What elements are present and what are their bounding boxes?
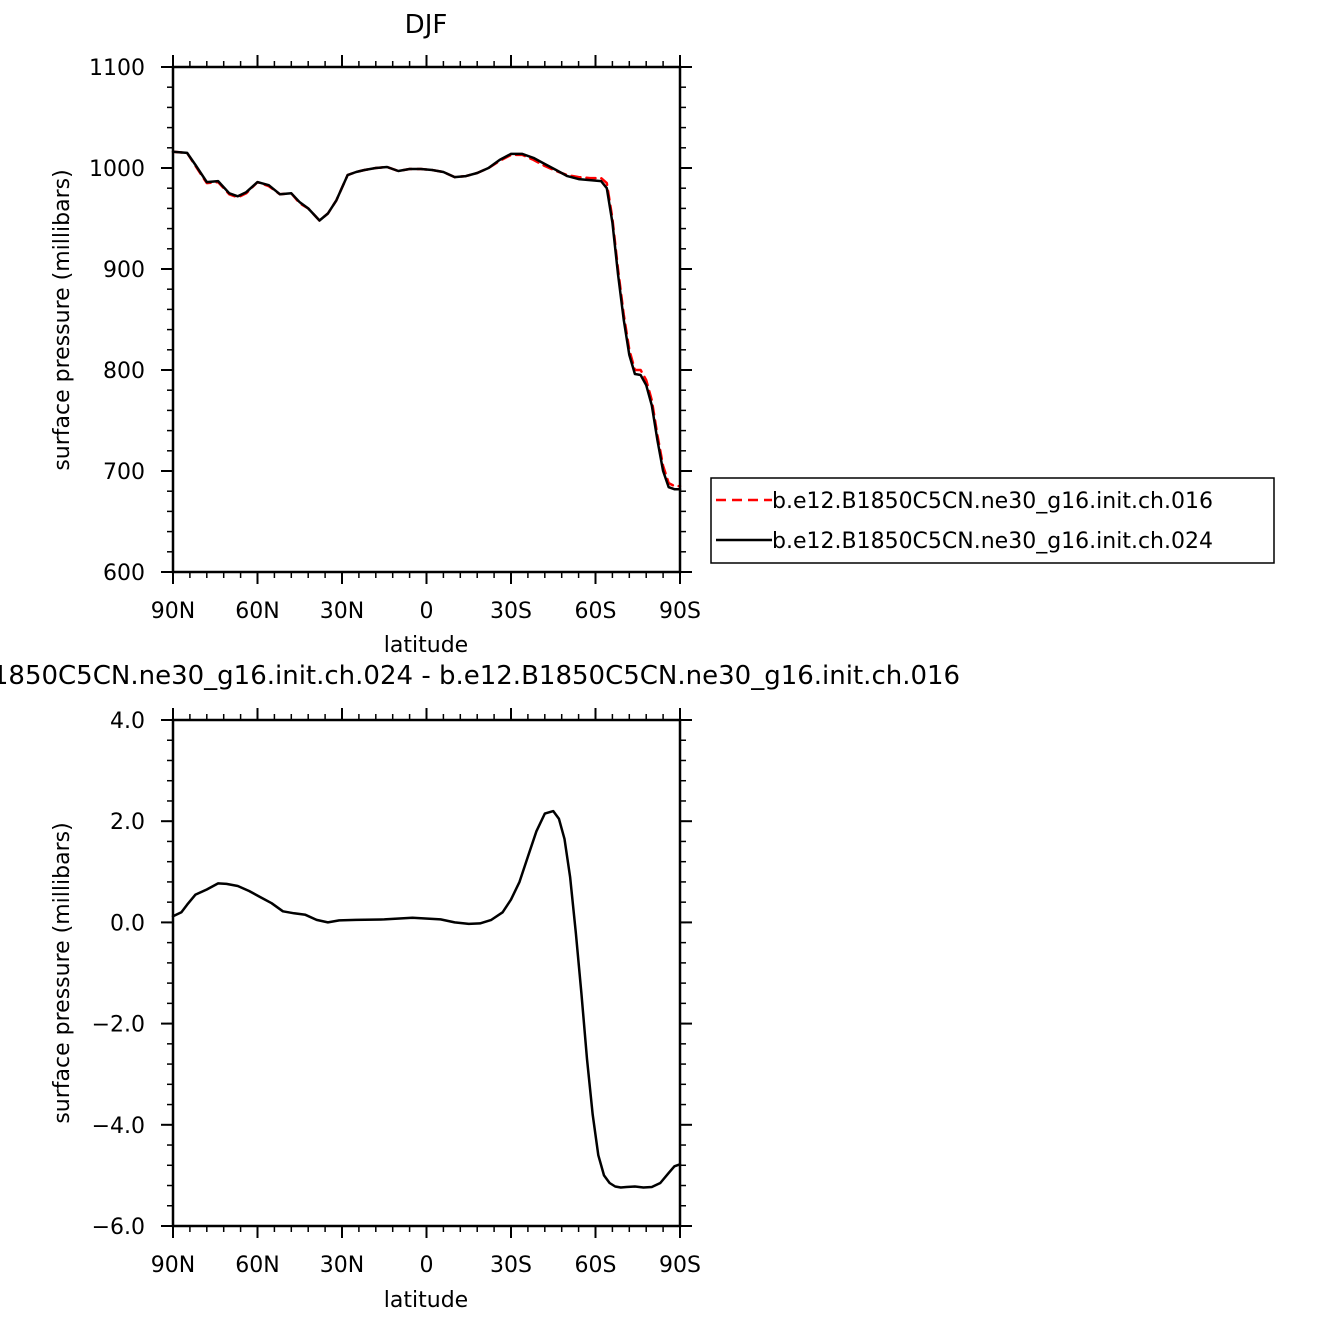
bottom-y-tick-label: −2.0 (92, 1013, 145, 1038)
top-x-tick-label: 30S (490, 599, 532, 624)
bottom-y-tick-label: 0.0 (110, 911, 145, 936)
top-y-tick-label: 1000 (89, 157, 145, 182)
legend: b.e12.B1850C5CN.ne30_g16.init.ch.016 b.e… (710, 477, 1275, 564)
bottom-plot: b.e12.B1850C5CN.ne30_g16.init.ch.024 - b… (0, 661, 960, 1313)
bottom-x-tick-label: 60S (575, 1253, 617, 1278)
legend-box (710, 477, 1275, 564)
bottom-x-tick-label: 30N (320, 1253, 364, 1278)
top-plot-title: DJF (405, 10, 448, 40)
bottom-plot-frame (171, 718, 682, 1228)
top-x-tick-label: 60N (235, 599, 279, 624)
top-series-line-1 (171, 150, 682, 491)
legend-entry-024: b.e12.B1850C5CN.ne30_g16.init.ch.024 (772, 529, 1213, 554)
bottom-x-tick-label: 90S (659, 1253, 701, 1278)
bottom-plot-x-axis-title: latitude (384, 1288, 468, 1313)
bottom-plot-axes: 90N 60N 30N 0 30S 60S 90S −6.0 −4.0 −2.0 0.0 2.0 4.0 (92, 708, 701, 1278)
legend-entry-016: b.e12.B1850C5CN.ne30_g16.init.ch.016 (772, 489, 1213, 514)
bottom-plot-series (171, 809, 682, 1189)
top-plot: DJF 90N 60N 30N 0 30S 60S 90S 600 700 800 900 1000 1… (50, 10, 701, 658)
bottom-y-tick-label: 4.0 (110, 709, 145, 734)
top-y-tick-label: 900 (103, 258, 145, 283)
top-plot-series (171, 150, 682, 491)
bottom-y-tick-label: −6.0 (92, 1215, 145, 1240)
top-x-tick-label: 90S (659, 599, 701, 624)
top-x-tick-label: 0 (420, 599, 434, 624)
top-y-tick-label: 1100 (89, 56, 145, 81)
top-y-tick-label: 800 (103, 359, 145, 384)
top-x-tick-label: 30N (320, 599, 364, 624)
top-plot-y-axis-title: surface pressure (millibars) (50, 169, 75, 470)
top-y-tick-label: 700 (103, 460, 145, 485)
bottom-y-tick-label: −4.0 (92, 1114, 145, 1139)
bottom-x-tick-label: 90N (151, 1253, 195, 1278)
top-plot-frame (171, 65, 682, 574)
top-y-tick-label: 600 (103, 561, 145, 586)
bottom-y-tick-label: 2.0 (110, 810, 145, 835)
bottom-x-tick-label: 0 (420, 1253, 434, 1278)
top-series-line-0 (171, 150, 682, 488)
top-x-tick-label: 90N (151, 599, 195, 624)
bottom-series-line-0 (171, 809, 682, 1189)
bottom-plot-y-axis-title: surface pressure (millibars) (50, 822, 75, 1123)
bottom-x-tick-label: 60N (235, 1253, 279, 1278)
bottom-x-tick-label: 30S (490, 1253, 532, 1278)
top-plot-axes: 90N 60N 30N 0 30S 60S 90S 600 700 800 900 1000 1100 (89, 55, 701, 624)
bottom-plot-title: b.e12.B1850C5CN.ne30_g16.init.ch.024 - b… (0, 661, 960, 691)
top-plot-x-axis-title: latitude (384, 633, 468, 658)
top-x-tick-label: 60S (575, 599, 617, 624)
